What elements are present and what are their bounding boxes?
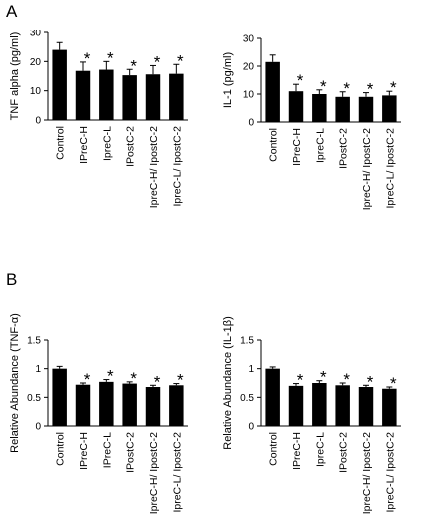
y-tick-label: 1.5 [27,336,41,347]
significance-star: * [320,77,327,96]
chart-relative-tnf-alpha: 0 0.5 1 1.5 Relative Abundance (TNF-α) Contro… [9,313,188,514]
significance-star: * [367,372,374,391]
category-label: IPreC-H [78,126,90,164]
category-label: IpreC-L/ IpostC-2 [171,126,183,207]
significance-star: * [367,80,374,99]
y-tick-label: 30 [243,34,255,45]
significance-star: * [154,52,161,71]
bar [335,385,350,426]
significance-star: * [390,374,397,393]
category-label: IPostC-2 [338,432,350,473]
y-tick-label: 0.5 [240,393,254,404]
category-label: IPostC-2 [338,128,350,169]
bar [288,91,304,122]
significance-star: * [107,367,114,386]
chart-tnf-alpha: 0 10 20 30 TNF alpha (pg/ml) Control * IPreC-H *… [9,30,188,208]
y-axis-label: TNF alpha (pg/ml) [9,32,21,121]
bar [382,95,397,122]
y-tick-label: 1 [35,364,41,375]
bar [75,70,91,120]
bar [265,61,280,122]
bar [99,381,114,426]
bar [358,96,374,122]
category-label: IpreC-H/ IpostC-2 [361,432,373,514]
y-tick-label: 20 [30,57,42,68]
bar [312,383,327,426]
category-label: IpreC-L [314,432,326,467]
significance-star: * [84,370,91,389]
bar [335,96,350,122]
category-label: IpreC-L [101,126,113,161]
significance-star: * [390,78,397,97]
significance-star: * [343,370,350,389]
chart-il-1: 0 10 20 30 IL-1 (pg/ml) Control * IPreC-H * IpreC… [222,34,401,210]
bar [312,94,327,122]
category-label: Control [268,128,280,162]
y-tick-label: 0 [35,116,41,127]
panel-label-a: A [6,2,18,21]
bar [75,384,91,426]
bar [145,387,161,426]
panel-label-b: B [6,270,18,289]
category-label: Control [55,432,67,466]
bar [382,388,397,426]
bar [145,74,161,120]
significance-star: * [177,371,184,390]
y-tick-label: 30 [30,30,42,39]
significance-star: * [177,51,184,70]
bar [169,73,184,120]
category-label: Control [55,126,67,160]
category-label: IpreC-L/ IpostC-2 [384,432,396,513]
bar [358,387,374,426]
significance-star: * [84,49,91,68]
bar [52,368,67,426]
category-label: IpreC-L/ IpostC-2 [171,432,183,513]
category-label: IpreC-L/ IpostC-2 [384,128,396,209]
bar [265,368,280,426]
significance-star: * [297,371,304,390]
significance-star: * [130,369,137,388]
category-label: IPreC-L [101,432,113,468]
category-label: IpreC-H/ IpostC-2 [361,128,373,210]
category-label: Control [268,432,280,466]
bar [122,383,137,426]
y-axis-label: IL-1 (pg/ml) [222,52,234,108]
bar [122,75,137,120]
y-tick-label: 20 [243,62,255,73]
category-label: IPostC-2 [125,126,137,167]
y-tick-label: 1 [248,364,254,375]
category-label: IPreC-H [291,432,303,470]
bar [52,49,67,120]
significance-star: * [297,71,304,90]
significance-star: * [154,372,161,391]
significance-star: * [130,56,137,75]
y-tick-label: 0 [35,422,41,433]
category-label: IpreC-H/ IpostC-2 [148,432,160,514]
significance-star: * [107,48,114,67]
bar [99,69,114,120]
y-tick-label: 10 [30,86,42,97]
bar [288,385,304,426]
category-label: IpreC-H/ IpostC-2 [148,126,160,208]
y-tick-label: 0.5 [27,393,41,404]
y-tick-label: 10 [243,90,255,101]
significance-star: * [320,368,327,387]
y-axis-label: Relative Abundance (IL-1β) [222,316,234,450]
chart-relative-il-1-beta: 0 0.5 1 1.5 Relative Abundance (IL-1β) Contro… [222,316,401,514]
y-tick-label: 0 [248,422,254,433]
y-axis-label: Relative Abundance (TNF-α) [9,313,21,453]
y-tick-label: 0 [248,118,254,129]
significance-star: * [343,79,350,98]
category-label: IPreC-H [291,128,303,166]
bar [169,385,184,426]
category-label: IPreC-H [78,432,90,470]
y-tick-label: 1.5 [240,336,254,347]
category-label: IPostC-2 [125,432,137,473]
category-label: IpreC-L [314,128,326,163]
